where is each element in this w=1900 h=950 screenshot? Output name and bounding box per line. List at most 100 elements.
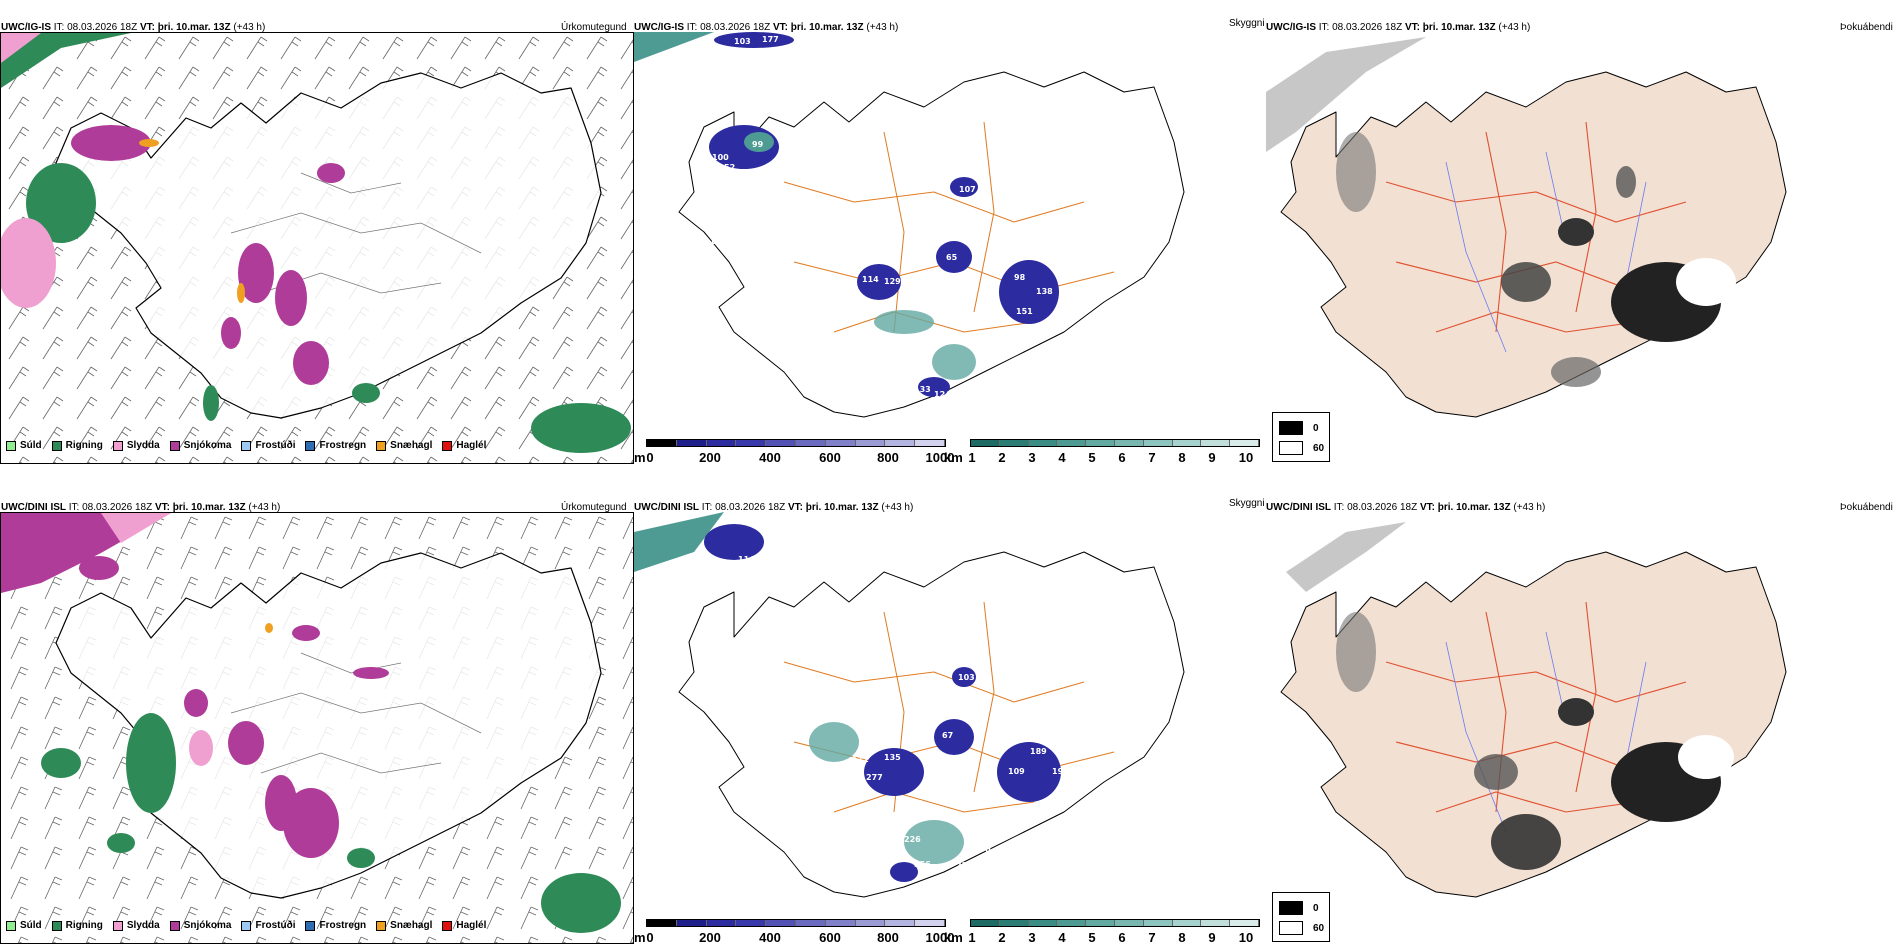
precip-map-1[interactable] <box>0 32 634 464</box>
svg-text:202: 202 <box>760 557 777 566</box>
height-label: 51 <box>704 237 716 246</box>
cloud-panel-title: Skyggni <box>1229 498 1265 509</box>
height-label: 148 <box>1054 307 1071 316</box>
height-label: 138 <box>1036 287 1053 296</box>
legend-item-haglel: Haglél <box>442 440 486 451</box>
svg-text:67: 67 <box>942 731 953 740</box>
svg-text:103: 103 <box>958 673 975 682</box>
cloud-panel-1: UWC/IG-IS IT: 08.03.2026 18Z VT: þri. 10… <box>634 0 1266 470</box>
height-label: 151 <box>1016 307 1033 316</box>
height-label: 177 <box>762 35 779 44</box>
svg-text:702: 702 <box>890 815 907 824</box>
map-header-6: UWC/DINI ISL IT: 08.03.2026 18Z VT: þri.… <box>1266 502 1546 513</box>
svg-text:277: 277 <box>866 773 883 782</box>
height-label: 100 <box>712 153 729 162</box>
svg-text:101: 101 <box>1058 787 1075 796</box>
precip-type-panel-2: UWC/DINI ISL IT: 08.03.2026 18Z VT: þri.… <box>0 480 634 950</box>
height-label: 98 <box>1014 273 1026 282</box>
height-label: 65 <box>946 253 958 262</box>
precip-type-panel-1: UWC/IG-IS IT: 08.03.2026 18Z VT: þri. 10… <box>0 0 634 470</box>
cloud-base-bar <box>646 439 946 447</box>
precip-panel-title: Úrkomutegund <box>561 22 627 33</box>
svg-text:226: 226 <box>904 835 921 844</box>
height-label: 114 <box>862 275 879 284</box>
visibility-colorbar-2: km 1 2 3 4 5 6 7 8 9 10 <box>944 919 1260 949</box>
cloud-map-1[interactable]: 103 177 99 100 52 51 107 65 91 98 138 15… <box>634 32 1266 432</box>
iceland-coastline <box>55 72 602 419</box>
fog-legend-min: 0 <box>1279 421 1319 435</box>
svg-text:97: 97 <box>770 535 781 544</box>
lead-time: (+43 h) <box>233 22 266 33</box>
model-name: UWC/IG-IS <box>1 22 51 33</box>
fog-legend-max: 60 <box>1279 441 1324 455</box>
legend-item-slydda: Slydda <box>112 440 160 451</box>
legend-item-sudl: Súld <box>6 440 42 451</box>
svg-text:190: 190 <box>1052 767 1069 776</box>
svg-text:89: 89 <box>934 885 946 894</box>
height-label: 91 <box>994 260 1006 269</box>
cloud-panel-title: Skyggni <box>1229 18 1265 29</box>
cloud-map-svg-2: 97 187 305 114 202 169 352 103 61 67 111… <box>634 512 1185 898</box>
height-label: 103 <box>734 37 751 46</box>
legend-item-frostregn: Frostregn <box>305 440 366 451</box>
precip-map-svg-2 <box>1 513 633 943</box>
precip-panel-title: Úrkomutegund <box>561 502 627 513</box>
fog-legend-2: 0 60 <box>1272 892 1330 942</box>
svg-text:189: 189 <box>1030 747 1047 756</box>
height-label: 376 <box>906 343 923 352</box>
legend-item-frostudi: Frostúði <box>241 440 295 451</box>
svg-text:14: 14 <box>830 695 842 704</box>
cloud-map-2[interactable]: 97 187 305 114 202 169 352 103 61 67 111… <box>634 512 1266 912</box>
map-header-3: UWC/IG-IS IT: 08.03.2026 18Z VT: þri. 10… <box>1266 22 1531 33</box>
cloud-base-unit: m <box>634 450 646 465</box>
svg-text:556: 556 <box>914 860 931 869</box>
fog-map-svg-1 <box>1266 37 1787 418</box>
cloud-base-colorbar-2: m 0 200 400 600 800 1000 <box>634 919 954 949</box>
fog-map-2[interactable] <box>1266 512 1900 912</box>
map-header-1: UWC/IG-IS IT: 08.03.2026 18Z VT: þri. 10… <box>1 22 265 33</box>
fog-panel-title: Þokuábendi <box>1840 22 1893 33</box>
fog-map-svg-2 <box>1280 522 1787 898</box>
map-header-5: UWC/DINI ISL IT: 08.03.2026 18Z VT: þri.… <box>634 502 914 513</box>
height-label: 124 <box>934 390 951 399</box>
init-time: 08.03.2026 18Z <box>67 22 138 33</box>
cloud-panel-2: UWC/DINI ISL IT: 08.03.2026 18Z VT: þri.… <box>634 480 1266 950</box>
height-label: 52 <box>724 163 735 172</box>
svg-text:352: 352 <box>930 609 947 618</box>
valid-time: þri. 10.mar. 13Z <box>157 22 231 33</box>
fog-panel-2: UWC/DINI ISL IT: 08.03.2026 18Z VT: þri.… <box>1266 480 1900 950</box>
fog-map-1[interactable] <box>1266 32 1900 432</box>
svg-text:169: 169 <box>730 567 747 576</box>
height-label: 107 <box>959 185 976 194</box>
svg-text:61: 61 <box>684 687 696 696</box>
legend-item-rigning: Rigning <box>51 440 103 451</box>
cloud-base-colorbar-1: m 0 200 400 600 800 1000 <box>634 439 954 469</box>
svg-text:305: 305 <box>670 563 687 572</box>
fog-panel-title: Þokuábendi <box>1840 502 1893 513</box>
svg-text:187: 187 <box>692 557 709 566</box>
visibility-unit: km <box>944 450 963 465</box>
valid-label: VT: <box>139 22 155 33</box>
svg-text:111: 111 <box>852 755 869 764</box>
svg-text:109: 109 <box>1008 767 1025 776</box>
map-header-2: UWC/IG-IS IT: 08.03.2026 18Z VT: þri. 10… <box>634 22 899 33</box>
fog-panel-1: UWC/IG-IS IT: 08.03.2026 18Z VT: þri. 10… <box>1266 0 1900 470</box>
svg-text:135: 135 <box>884 753 901 762</box>
precip-legend-1: Súld Rigning Slydda Snjókoma Frostúði Fr… <box>6 440 486 451</box>
svg-text:790: 790 <box>974 845 991 854</box>
visibility-colorbar-1: km 1 2 3 4 5 6 7 8 9 10 <box>944 439 1260 469</box>
svg-text:70: 70 <box>914 883 926 892</box>
svg-text:161: 161 <box>804 709 821 718</box>
visibility-bar <box>970 439 1260 447</box>
precip-legend-2: Súld Rigning Slydda Snjókoma Frostúði Fr… <box>6 920 486 931</box>
legend-item-snjokoma: Snjókoma <box>169 440 231 451</box>
svg-text:232: 232 <box>956 861 973 870</box>
height-label: 129 <box>884 277 901 286</box>
cloud-map-svg-1: 103 177 99 100 52 51 107 65 91 98 138 15… <box>634 32 1185 418</box>
legend-item-snaehagl: Snæhagl <box>376 440 432 451</box>
init-label: IT: <box>53 22 65 33</box>
precip-map-2[interactable] <box>0 512 634 944</box>
height-label: 133 <box>914 385 931 394</box>
svg-text:795: 795 <box>906 799 923 808</box>
height-label: 99 <box>752 140 764 149</box>
